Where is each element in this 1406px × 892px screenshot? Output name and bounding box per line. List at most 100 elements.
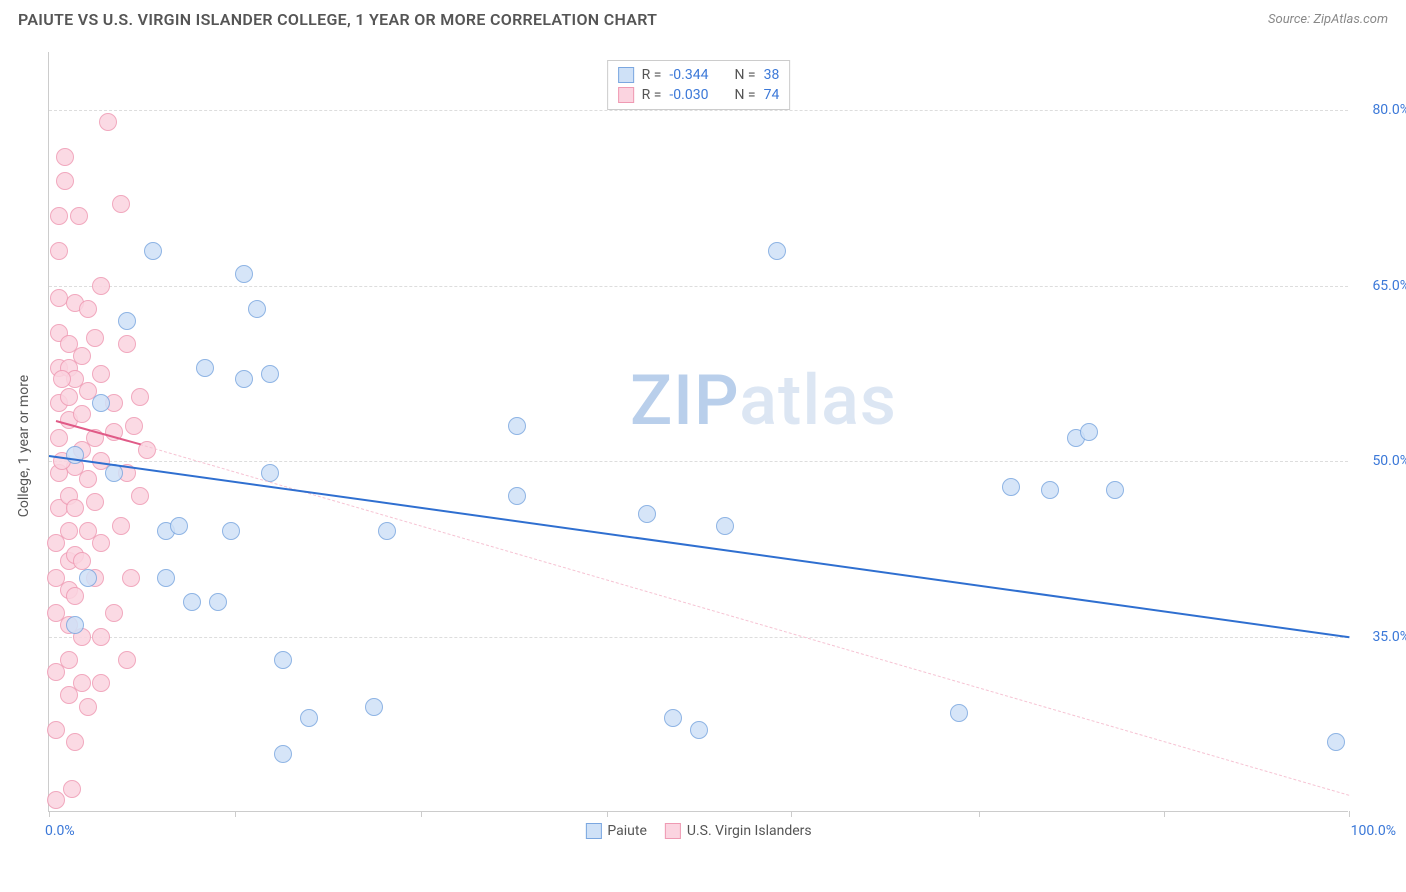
chart-title: PAIUTE VS U.S. VIRGIN ISLANDER COLLEGE, …: [18, 10, 657, 29]
scatter-point-usvi: [50, 242, 68, 260]
scatter-point-usvi: [60, 651, 78, 669]
scatter-point-usvi: [86, 493, 104, 511]
x-tick: [421, 811, 422, 817]
legend-r-label: R =: [642, 67, 662, 83]
legend-r-value: -0.030: [669, 87, 708, 103]
scatter-point-paiute: [1106, 481, 1124, 499]
chart-header: PAIUTE VS U.S. VIRGIN ISLANDER COLLEGE, …: [0, 0, 1406, 35]
scatter-point-paiute: [1041, 481, 1059, 499]
legend-swatch: [618, 87, 634, 103]
x-tick: [1164, 811, 1165, 817]
y-tick-label: 35.0%: [1355, 629, 1406, 645]
scatter-point-usvi: [92, 277, 110, 295]
scatter-point-usvi: [86, 329, 104, 347]
scatter-point-paiute: [118, 312, 136, 330]
scatter-point-paiute: [235, 265, 253, 283]
legend-n-label: N =: [734, 87, 755, 103]
scatter-point-usvi: [125, 417, 143, 435]
y-tick-label: 50.0%: [1355, 453, 1406, 469]
scatter-point-paiute: [716, 517, 734, 535]
scatter-point-paiute: [508, 417, 526, 435]
y-tick-label: 80.0%: [1355, 102, 1406, 118]
scatter-point-usvi: [73, 674, 91, 692]
scatter-point-usvi: [118, 335, 136, 353]
legend-swatch: [618, 67, 634, 83]
scatter-point-paiute: [66, 616, 84, 634]
gridline: [49, 110, 1348, 111]
scatter-point-paiute: [950, 704, 968, 722]
scatter-point-usvi: [105, 604, 123, 622]
scatter-point-usvi: [47, 721, 65, 739]
scatter-point-usvi: [92, 365, 110, 383]
gridline: [49, 637, 1348, 638]
scatter-point-paiute: [144, 242, 162, 260]
scatter-point-usvi: [131, 487, 149, 505]
scatter-point-usvi: [50, 429, 68, 447]
legend-row: R =-0.344N =38: [618, 65, 780, 85]
source-attribution: Source: ZipAtlas.com: [1268, 12, 1388, 27]
x-axis-max-label: 100.0%: [1351, 823, 1396, 839]
scatter-point-paiute: [209, 593, 227, 611]
scatter-point-usvi: [66, 587, 84, 605]
legend-row: R = -0.030 N = 74: [618, 85, 780, 105]
series-legend: Paiute U.S. Virgin Islanders: [585, 823, 811, 839]
scatter-point-paiute: [235, 370, 253, 388]
scatter-point-usvi: [56, 148, 74, 166]
x-axis-min-label: 0.0%: [45, 823, 75, 839]
scatter-point-usvi: [73, 405, 91, 423]
legend-r-label: R =: [642, 87, 662, 103]
legend-item: U.S. Virgin Islanders: [665, 823, 812, 839]
scatter-point-paiute: [274, 745, 292, 763]
scatter-point-paiute: [638, 505, 656, 523]
scatter-point-usvi: [53, 370, 71, 388]
x-tick: [49, 811, 50, 817]
scatter-point-paiute: [1327, 733, 1345, 751]
correlation-legend: R =-0.344N =38R =-0.030N =74: [607, 60, 791, 110]
scatter-point-usvi: [79, 300, 97, 318]
y-axis-label: College, 1 year or more: [16, 375, 32, 517]
scatter-point-paiute: [222, 522, 240, 540]
scatter-point-paiute: [365, 698, 383, 716]
legend-swatch: [665, 823, 681, 839]
scatter-point-paiute: [1080, 423, 1098, 441]
scatter-point-usvi: [92, 534, 110, 552]
scatter-point-usvi: [112, 517, 130, 535]
scatter-point-paiute: [92, 394, 110, 412]
scatter-point-paiute: [300, 709, 318, 727]
scatter-point-usvi: [131, 388, 149, 406]
scatter-point-paiute: [261, 365, 279, 383]
watermark: ZIPatlas: [630, 360, 897, 442]
scatter-point-paiute: [274, 651, 292, 669]
scatter-point-usvi: [79, 470, 97, 488]
scatter-point-usvi: [47, 791, 65, 809]
scatter-point-usvi: [73, 347, 91, 365]
scatter-point-usvi: [50, 207, 68, 225]
y-tick-label: 65.0%: [1355, 278, 1406, 294]
x-tick: [607, 811, 608, 817]
scatter-point-usvi: [56, 172, 74, 190]
scatter-point-usvi: [60, 522, 78, 540]
legend-swatch: [585, 823, 601, 839]
scatter-chart: ZIPatlas R =-0.344N =38R =-0.030N =74 Pa…: [48, 52, 1348, 812]
legend-n-label: N =: [734, 67, 755, 83]
scatter-point-paiute: [378, 522, 396, 540]
trend-line: [49, 455, 1349, 638]
legend-label: Paiute: [607, 823, 647, 839]
scatter-point-paiute: [508, 487, 526, 505]
scatter-point-paiute: [664, 709, 682, 727]
scatter-point-paiute: [66, 446, 84, 464]
scatter-point-usvi: [60, 388, 78, 406]
scatter-point-paiute: [690, 721, 708, 739]
scatter-point-usvi: [118, 651, 136, 669]
scatter-point-paiute: [183, 593, 201, 611]
scatter-point-paiute: [79, 569, 97, 587]
scatter-point-paiute: [1002, 478, 1020, 496]
legend-n-value: 74: [764, 87, 780, 103]
scatter-point-paiute: [157, 569, 175, 587]
trend-line-dashed: [140, 444, 1349, 796]
x-tick: [791, 811, 792, 817]
x-tick: [235, 811, 236, 817]
scatter-point-usvi: [63, 780, 81, 798]
scatter-point-usvi: [122, 569, 140, 587]
scatter-point-usvi: [79, 698, 97, 716]
